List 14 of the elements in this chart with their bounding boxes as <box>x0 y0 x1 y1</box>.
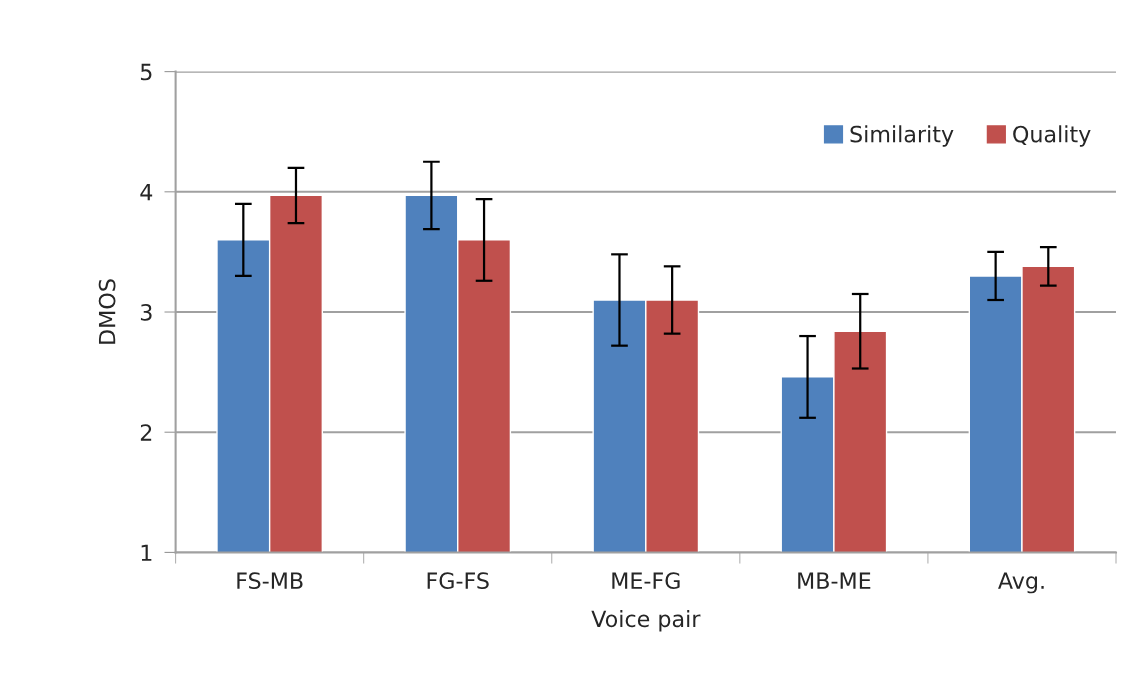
x-tick-label: Avg. <box>998 572 1044 594</box>
x-tick-label: MB-ME <box>798 572 871 589</box>
x-tick-label: FS-MB <box>237 572 303 590</box>
y-tick-label: 3 <box>140 303 152 321</box>
y-tick-label: 2 <box>140 424 152 441</box>
legend-label: Quality <box>1013 125 1091 147</box>
x-axis-title: Voice pair <box>591 610 701 632</box>
legend-label: Similarity <box>850 125 954 147</box>
y-tick-label: 5 <box>140 63 152 81</box>
y-tick-label: 1 <box>141 544 152 561</box>
y-tick-label: 4 <box>140 184 153 201</box>
x-tick-label: ME-FG <box>612 572 680 590</box>
y-axis-title: DMOS <box>98 279 116 344</box>
x-tick-label: FG-FS <box>427 572 489 590</box>
